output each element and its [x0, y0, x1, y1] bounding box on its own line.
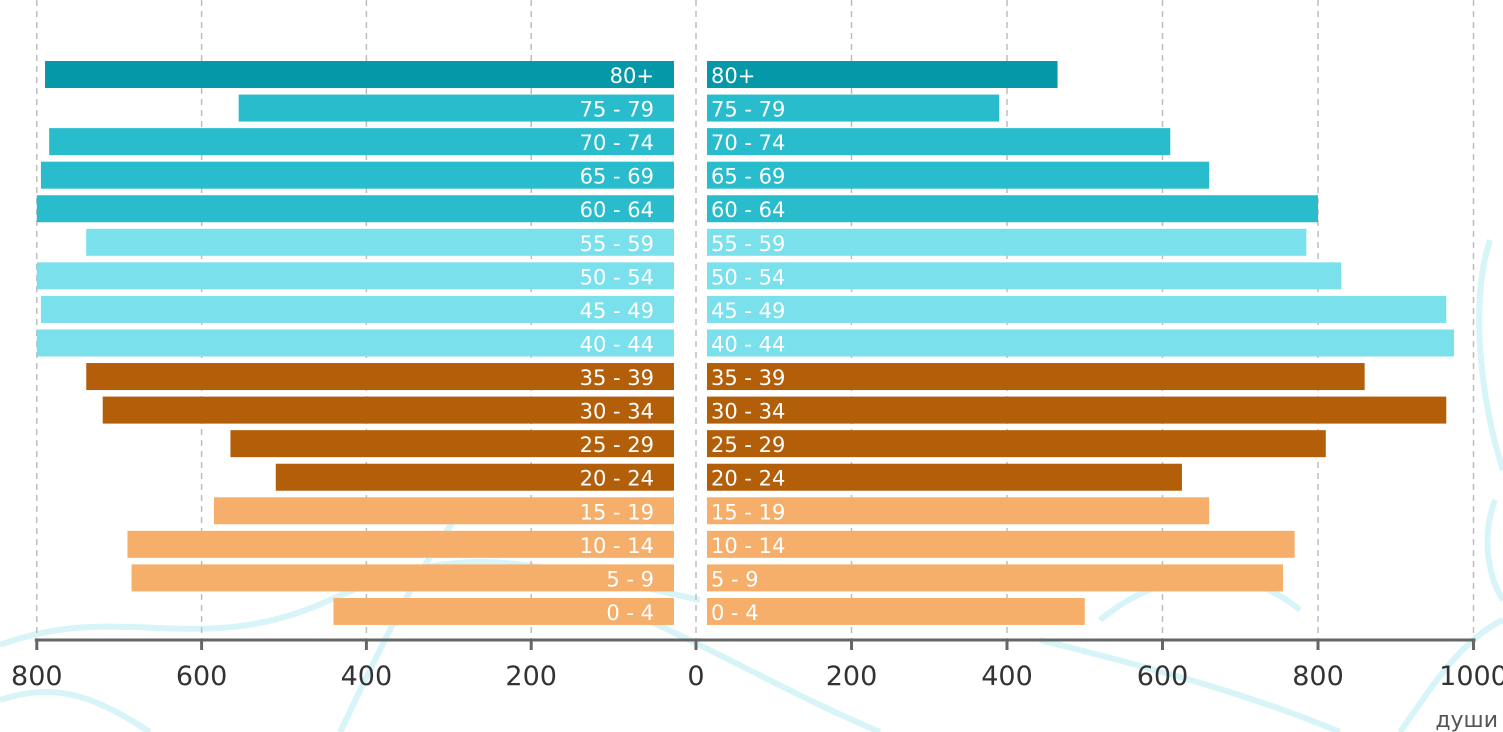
bar-left: [36, 195, 675, 223]
bar-right: [707, 363, 1365, 391]
unit-label: души: [1435, 708, 1498, 732]
bar-right: [707, 61, 1058, 88]
bar-right: [707, 161, 1210, 189]
bar-right-label: 15 - 19: [711, 500, 785, 524]
bar-left-label: 45 - 49: [580, 299, 654, 323]
background-line: [1397, 617, 1503, 732]
bars-group: 80+ 80+ 75 - 79 75 - 79 70 - 74 70 - 74 65 - 6…: [36, 61, 1455, 625]
bar-left: [40, 295, 675, 323]
bar-left-label: 40 - 44: [580, 332, 654, 356]
bar-right: [707, 564, 1284, 592]
bar-right-label: 20 - 24: [711, 467, 785, 491]
bar-left-label: 20 - 24: [580, 467, 654, 491]
bar-right: [707, 128, 1171, 156]
bar-right: [707, 228, 1307, 256]
bar-right-label: 5 - 9: [711, 567, 759, 591]
bar-left-label: 80+: [610, 64, 654, 88]
bar-left-label: 10 - 14: [580, 534, 654, 558]
tick-label: 600: [176, 661, 228, 692]
bar-right: [707, 329, 1455, 357]
bar-left-label: 65 - 69: [580, 165, 654, 189]
bar-right-label: 50 - 54: [711, 265, 785, 289]
bar-right-label: 35 - 39: [711, 366, 785, 390]
tick-label: 200: [505, 661, 557, 692]
bar-right: [707, 463, 1182, 491]
bar-right-label: 80+: [711, 64, 755, 88]
bar-left: [275, 463, 674, 491]
bar-left: [86, 228, 675, 256]
bar-left: [213, 497, 674, 525]
bar-right-label: 70 - 74: [711, 131, 785, 155]
bar-right: [707, 195, 1318, 223]
bar-left-label: 15 - 19: [580, 500, 654, 524]
bar-right: [707, 262, 1342, 290]
bar-left: [45, 61, 675, 88]
bar-right: [707, 396, 1447, 424]
background-line: [1039, 637, 1342, 732]
tick-label: 400: [341, 661, 393, 692]
bar-left: [127, 530, 674, 558]
bar-left: [36, 329, 675, 357]
tick-label: 1000: [1439, 661, 1503, 692]
bar-left-label: 75 - 79: [580, 98, 654, 122]
bar-left: [333, 597, 674, 625]
bar-right: [707, 597, 1085, 625]
bar-left-label: 70 - 74: [580, 131, 654, 155]
bar-left: [36, 262, 675, 290]
bar-right: [707, 530, 1295, 558]
tick-label: 800: [11, 661, 63, 692]
tick-label: 400: [981, 661, 1033, 692]
bar-right-label: 60 - 64: [711, 198, 785, 222]
tick-label: 800: [1292, 661, 1344, 692]
bar-right-label: 25 - 29: [711, 433, 785, 457]
bar-left-label: 0 - 4: [606, 601, 654, 625]
background-line: [1484, 498, 1503, 602]
tick-label: 0: [687, 661, 704, 692]
bar-right-label: 75 - 79: [711, 98, 785, 122]
bar-left: [131, 564, 674, 592]
bar-left: [86, 363, 675, 391]
bar-right: [707, 430, 1326, 458]
bar-right-label: 0 - 4: [711, 601, 759, 625]
bar-right-label: 45 - 49: [711, 299, 785, 323]
x-axis: 0 200 400 600 800 200 400 600 800 1000: [11, 638, 1503, 692]
bar-left-label: 5 - 9: [606, 567, 654, 591]
bar-left: [238, 94, 674, 122]
bar-left: [230, 430, 674, 458]
bar-left-label: 25 - 29: [580, 433, 654, 457]
bar-left-label: 35 - 39: [580, 366, 654, 390]
bar-left-label: 55 - 59: [580, 232, 654, 256]
background-line: [1476, 239, 1503, 471]
bar-right-label: 10 - 14: [711, 534, 785, 558]
bar-right-label: 30 - 34: [711, 400, 785, 424]
bar-right: [707, 94, 1000, 122]
tick-label: 200: [826, 661, 878, 692]
bar-right-label: 55 - 59: [711, 232, 785, 256]
bar-left: [49, 128, 675, 156]
tick-label: 600: [1137, 661, 1189, 692]
bar-right: [707, 497, 1210, 525]
bar-left: [102, 396, 675, 424]
bar-right: [707, 295, 1447, 323]
bar-left-label: 50 - 54: [580, 265, 654, 289]
bar-left-label: 60 - 64: [580, 198, 654, 222]
bar-left: [40, 161, 675, 189]
bar-right-label: 65 - 69: [711, 165, 785, 189]
bar-left-label: 30 - 34: [580, 400, 654, 424]
background-line: [0, 689, 152, 732]
bar-right-label: 40 - 44: [711, 332, 785, 356]
